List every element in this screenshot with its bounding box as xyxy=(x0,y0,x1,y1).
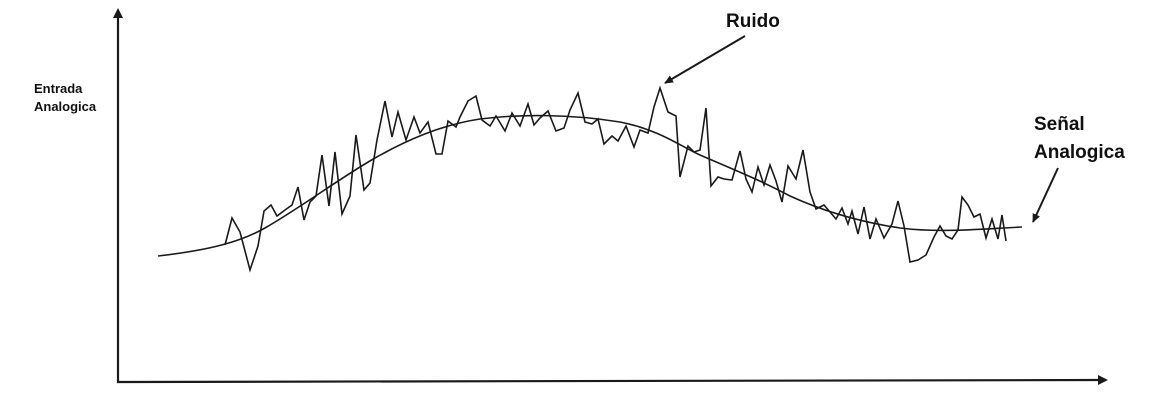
noise-pointer-arrow xyxy=(664,35,746,84)
analog-signal-curve xyxy=(157,114,1023,257)
x-axis xyxy=(116,378,1101,384)
signal-label-line1: Señal xyxy=(1034,114,1085,135)
y-axis-label-line1: Entrada xyxy=(34,81,83,96)
noise-signal xyxy=(224,85,1007,273)
signal-label-line2: Analogica xyxy=(1034,142,1125,163)
signal-pointer-arrow xyxy=(1032,167,1059,223)
y-axis-label-line2: Analogica xyxy=(34,99,97,114)
x-axis-arrowhead xyxy=(1098,375,1108,385)
y-axis-arrowhead xyxy=(113,8,123,18)
noise-label: Ruido xyxy=(726,11,780,32)
